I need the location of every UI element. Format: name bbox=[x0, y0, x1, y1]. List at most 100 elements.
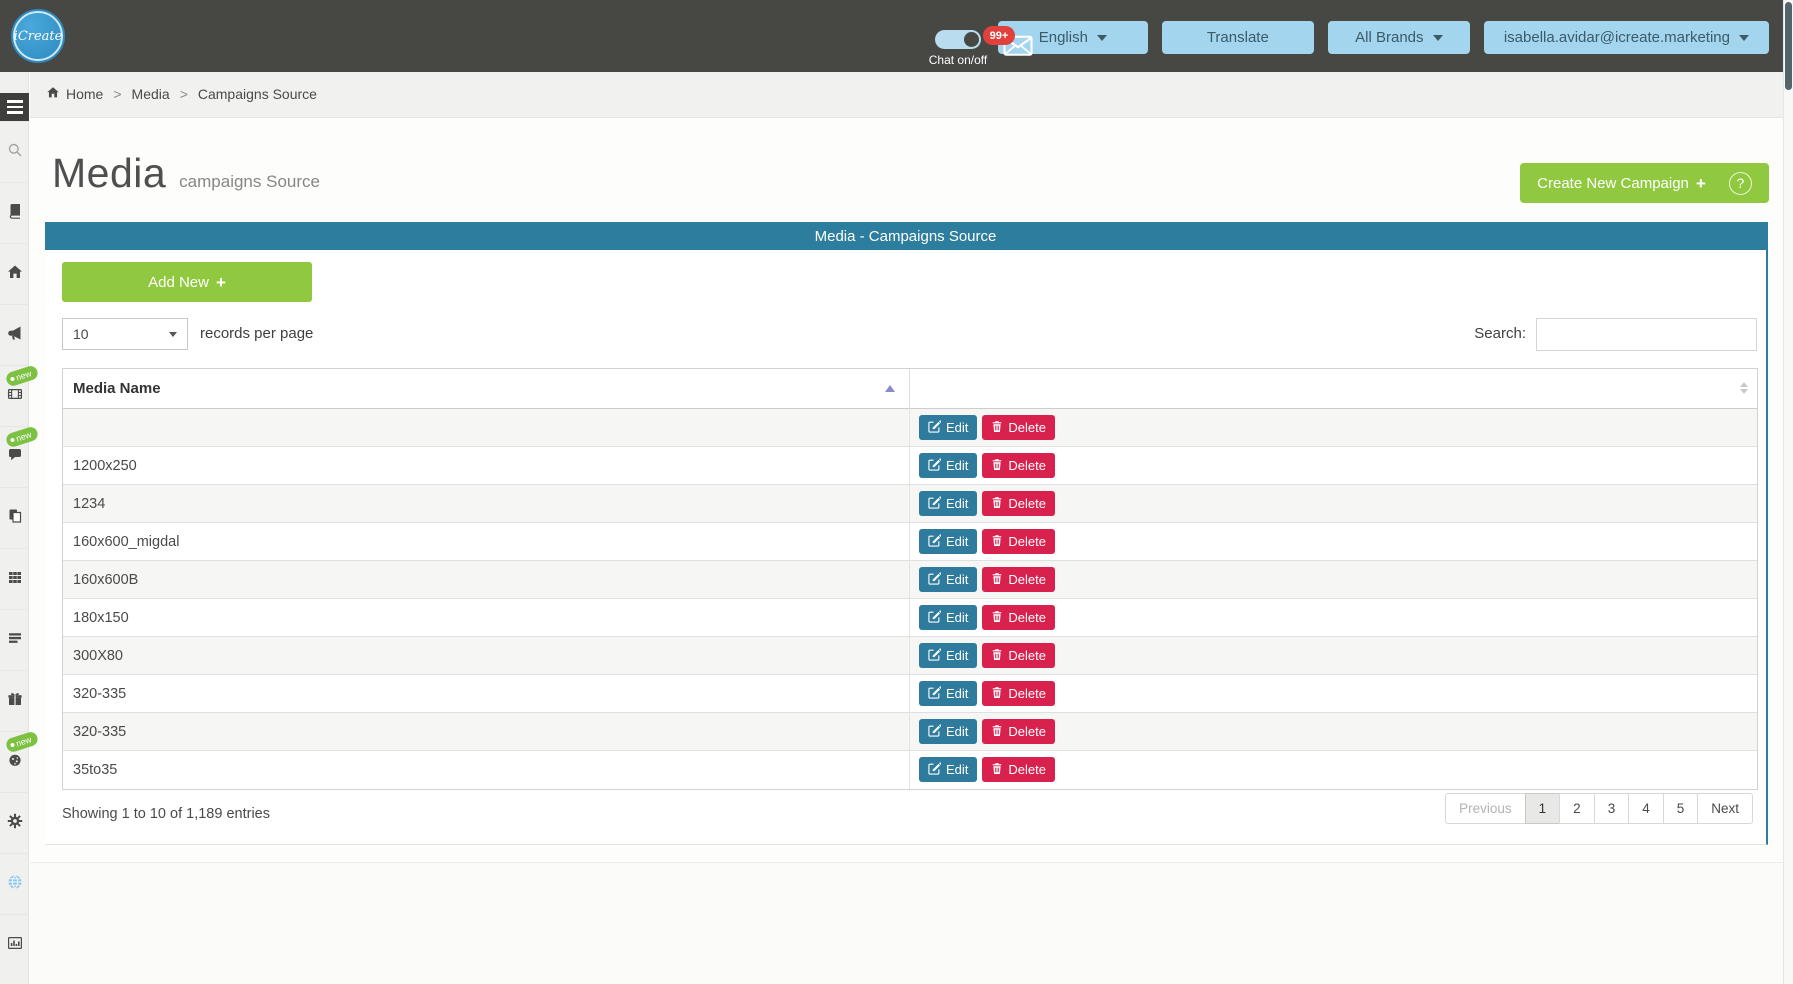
edit-button[interactable]: Edit bbox=[919, 567, 978, 592]
edit-label: Edit bbox=[946, 648, 969, 663]
edit-label: Edit bbox=[946, 496, 969, 511]
main-content: Home > Media > Campaigns Source Media campai… bbox=[30, 72, 1783, 984]
sidebar-item-gear[interactable] bbox=[0, 792, 29, 853]
edit-button[interactable]: Edit bbox=[919, 643, 978, 668]
sidebar-item-globe[interactable] bbox=[0, 853, 29, 914]
add-new-button[interactable]: Add New + bbox=[62, 262, 312, 302]
page-button-3[interactable]: 3 bbox=[1593, 793, 1630, 824]
scrollbar-thumb[interactable] bbox=[1785, 2, 1792, 90]
window-scrollbar[interactable] bbox=[1783, 0, 1793, 984]
delete-button[interactable]: Delete bbox=[982, 757, 1055, 782]
records-per-page-select[interactable]: 10 bbox=[62, 318, 188, 350]
media-name-cell: 180x150 bbox=[63, 599, 910, 637]
brands-button[interactable]: All Brands bbox=[1327, 21, 1470, 54]
column-header-actions[interactable] bbox=[910, 369, 1757, 409]
edit-button[interactable]: Edit bbox=[919, 415, 978, 440]
sort-both-icon bbox=[1740, 382, 1748, 394]
delete-button[interactable]: Delete bbox=[982, 491, 1055, 516]
pencil-icon bbox=[928, 761, 942, 778]
page-button-4[interactable]: 4 bbox=[1628, 793, 1664, 824]
hamburger-icon[interactable] bbox=[0, 93, 29, 121]
account-button-label: isabella.avidar@icreate.marketing bbox=[1503, 29, 1730, 46]
sidebar-item-cookie[interactable]: new bbox=[0, 730, 39, 792]
delete-button[interactable]: Delete bbox=[982, 681, 1055, 706]
breadcrumb-item-home[interactable]: Home bbox=[46, 86, 103, 102]
breadcrumb-separator: > bbox=[179, 86, 188, 102]
create-button-label: Create New Campaign bbox=[1537, 174, 1689, 192]
delete-button[interactable]: Delete bbox=[982, 643, 1055, 668]
row-actions: Edit Delete bbox=[919, 567, 1055, 592]
delete-button[interactable]: Delete bbox=[982, 529, 1055, 554]
edit-button[interactable]: Edit bbox=[919, 681, 978, 706]
create-new-campaign-button[interactable]: Create New Campaign + ? bbox=[1520, 163, 1769, 203]
sidebar-item-copy[interactable] bbox=[0, 487, 29, 548]
edit-button[interactable]: Edit bbox=[919, 529, 978, 554]
sidebar-item-chat[interactable]: new bbox=[0, 425, 39, 487]
media-name-cell bbox=[63, 409, 910, 447]
trash-icon bbox=[991, 458, 1003, 474]
trash-icon bbox=[991, 724, 1003, 740]
delete-button[interactable]: Delete bbox=[982, 719, 1055, 744]
page-button-2[interactable]: 2 bbox=[1559, 793, 1595, 824]
row-actions: Edit Delete bbox=[919, 415, 1055, 440]
page-button-5[interactable]: 5 bbox=[1662, 793, 1699, 824]
media-name-cell: 1234 bbox=[63, 485, 910, 523]
sidebar-item-grid[interactable] bbox=[0, 548, 29, 609]
delete-button[interactable]: Delete bbox=[982, 453, 1055, 478]
breadcrumb-item-media[interactable]: Media bbox=[132, 86, 170, 102]
sidebar-item-gift[interactable] bbox=[0, 670, 29, 731]
chat-toggle[interactable] bbox=[935, 30, 981, 49]
edit-button[interactable]: Edit bbox=[919, 719, 978, 744]
edit-button[interactable]: Edit bbox=[919, 491, 978, 516]
row-actions: Edit Delete bbox=[919, 491, 1055, 516]
trash-icon bbox=[991, 420, 1003, 436]
edit-button[interactable]: Edit bbox=[919, 605, 978, 630]
column-header-media-name[interactable]: Media Name bbox=[63, 369, 910, 409]
search-input[interactable] bbox=[1536, 318, 1757, 351]
delete-button[interactable]: Delete bbox=[982, 567, 1055, 592]
page-button-1[interactable]: 1 bbox=[1524, 793, 1561, 824]
pencil-icon bbox=[928, 609, 942, 626]
edit-label: Edit bbox=[946, 534, 969, 549]
delete-label: Delete bbox=[1008, 724, 1046, 739]
table-row: 35to35 Edit Delete bbox=[63, 751, 1757, 789]
sidebar-item-film[interactable]: new bbox=[0, 364, 39, 426]
edit-button[interactable]: Edit bbox=[919, 757, 978, 782]
translate-button[interactable]: Translate bbox=[1161, 21, 1314, 54]
edit-label: Edit bbox=[946, 724, 969, 739]
media-table: Media Name Edit Delete 1200x250 Edit Delete 1… bbox=[62, 368, 1758, 790]
delete-label: Delete bbox=[1008, 686, 1046, 701]
edit-button[interactable]: Edit bbox=[919, 453, 978, 478]
media-name-cell: 160x600_migdal bbox=[63, 523, 910, 561]
trash-icon bbox=[991, 610, 1003, 626]
table-row: 180x150 Edit Delete bbox=[63, 599, 1757, 637]
delete-button[interactable]: Delete bbox=[982, 605, 1055, 630]
pencil-icon bbox=[928, 495, 942, 512]
search-label: Search: bbox=[1474, 325, 1526, 342]
sidebar-item-megaphone[interactable] bbox=[0, 304, 29, 365]
translate-button-label: Translate bbox=[1206, 29, 1269, 46]
edit-label: Edit bbox=[946, 420, 969, 435]
delete-button[interactable]: Delete bbox=[982, 415, 1055, 440]
row-actions: Edit Delete bbox=[919, 719, 1055, 744]
page-button-next[interactable]: Next bbox=[1697, 793, 1753, 824]
left-sidebar: new new new bbox=[0, 72, 39, 984]
pencil-icon bbox=[928, 457, 942, 474]
table-header-row: Media Name bbox=[63, 369, 1757, 409]
sidebar-item-search[interactable] bbox=[0, 121, 29, 182]
delete-label: Delete bbox=[1008, 610, 1046, 625]
page-button-previous[interactable]: Previous bbox=[1445, 793, 1526, 824]
media-name-cell: 1200x250 bbox=[63, 447, 910, 485]
delete-label: Delete bbox=[1008, 762, 1046, 777]
account-button[interactable]: isabella.avidar@icreate.marketing bbox=[1483, 21, 1769, 54]
trash-icon bbox=[991, 648, 1003, 664]
sidebar-item-list[interactable] bbox=[0, 609, 29, 670]
sidebar-item-bar-chart[interactable] bbox=[0, 914, 29, 975]
icreate-logo[interactable]: iCreate bbox=[13, 11, 63, 61]
help-icon[interactable]: ? bbox=[1728, 171, 1752, 195]
chevron-down-icon bbox=[1432, 34, 1443, 41]
sidebar-item-home[interactable] bbox=[0, 243, 29, 304]
sidebar-item-book[interactable] bbox=[0, 182, 29, 243]
grid-icon bbox=[7, 569, 23, 590]
delete-label: Delete bbox=[1008, 572, 1046, 587]
